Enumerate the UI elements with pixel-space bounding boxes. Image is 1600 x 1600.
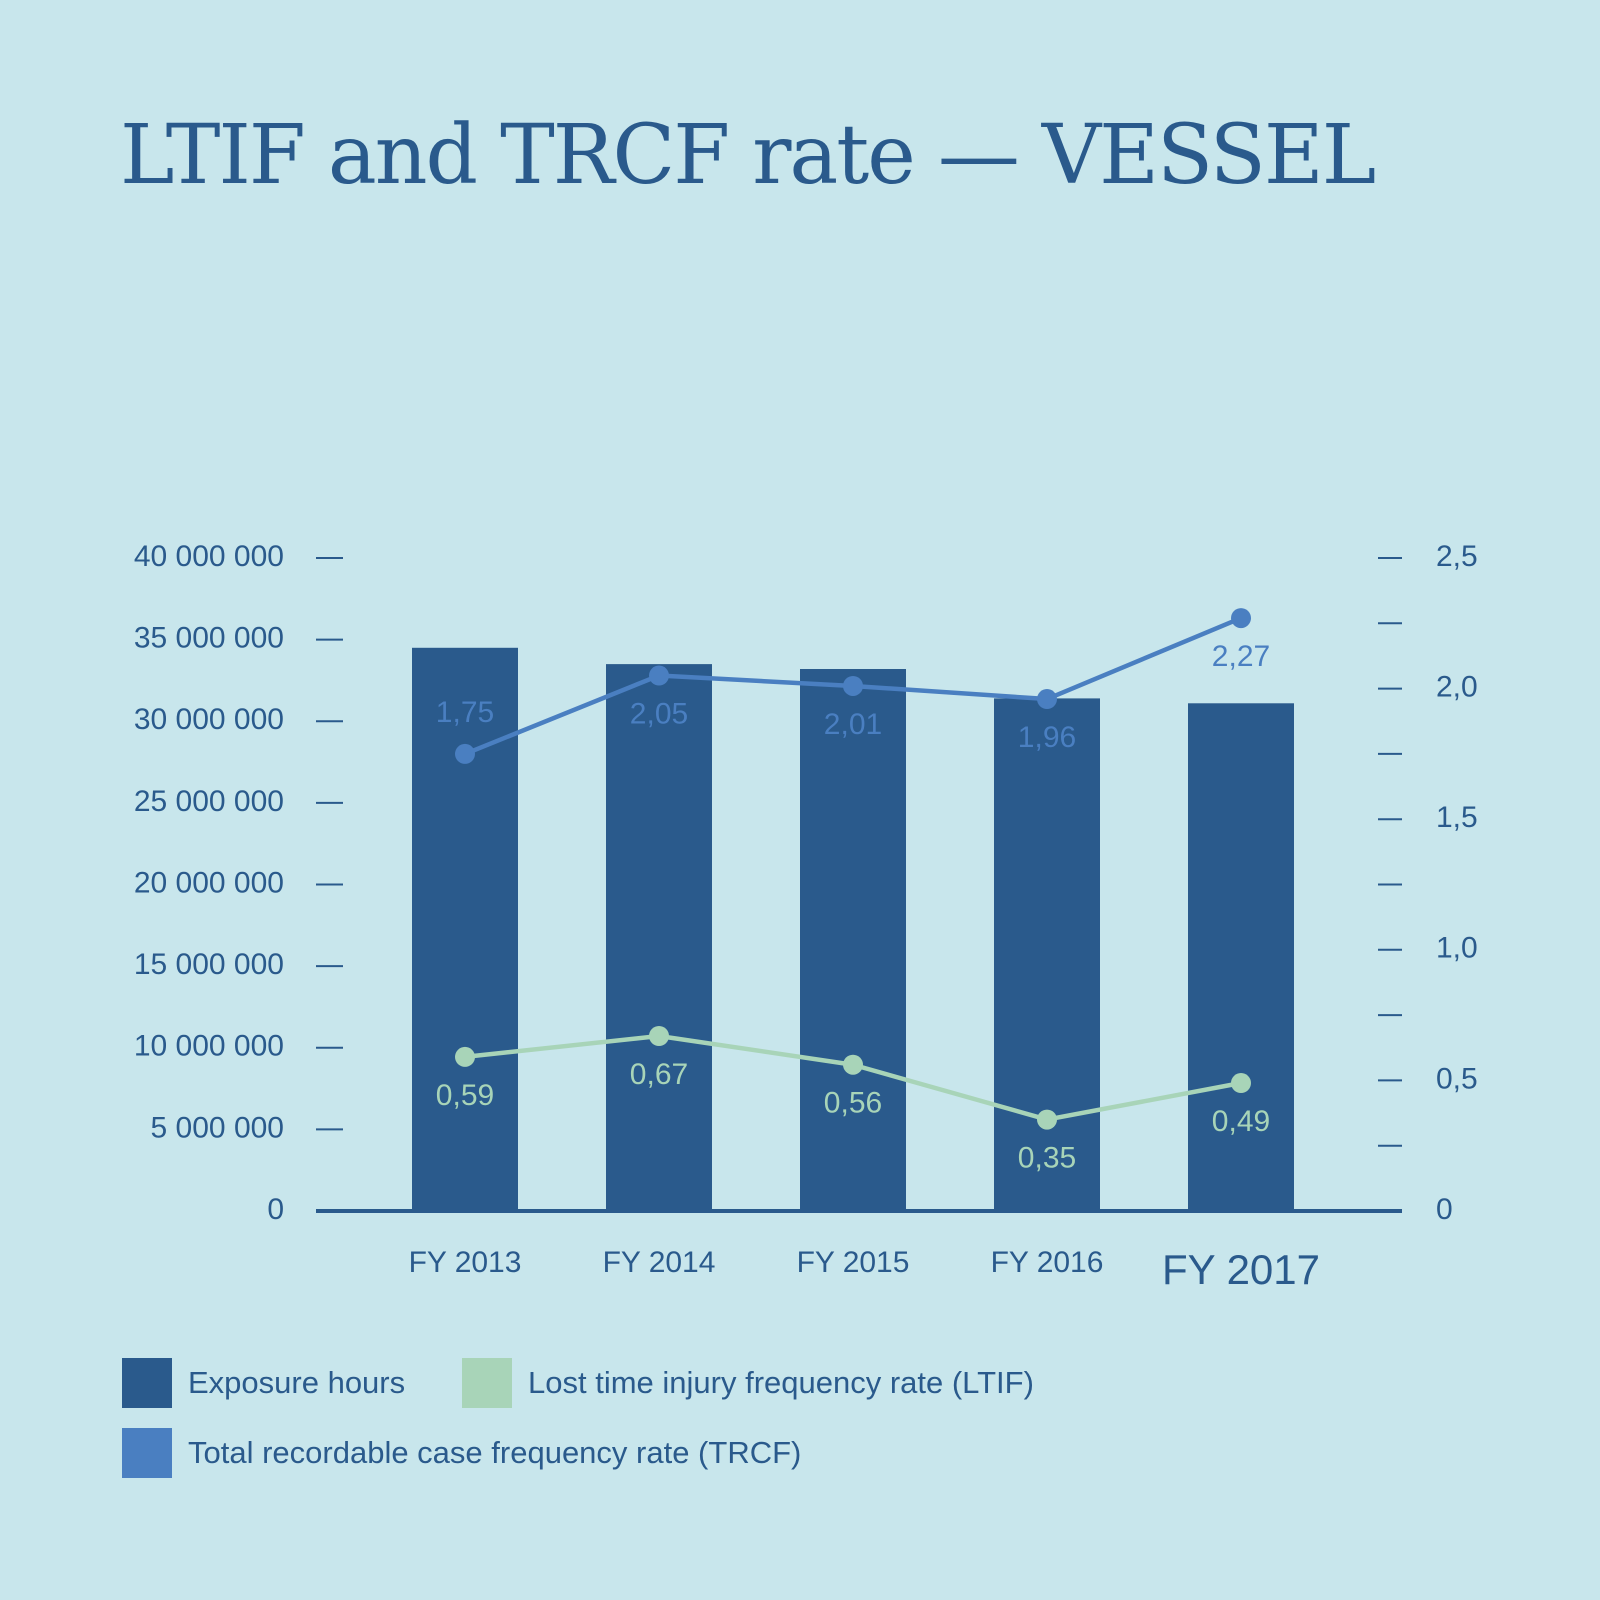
x-axis-category-label: FY 2017 xyxy=(1162,1246,1320,1293)
left-axis-tick-label: 35 000 000 xyxy=(134,622,284,655)
left-axis-tick-label: 0 xyxy=(267,1193,284,1226)
data-label-trcf: 1,96 xyxy=(1018,721,1076,754)
x-axis-category-label: FY 2015 xyxy=(797,1246,910,1279)
point-trcf xyxy=(843,675,863,696)
left-axis-tick-label: 5 000 000 xyxy=(151,1111,284,1144)
bar-exposure-hours xyxy=(412,647,518,1211)
chart-title: LTIF and TRCF rate — VESSEL xyxy=(120,108,1376,203)
bar-exposure-hours xyxy=(1188,703,1294,1211)
data-label-trcf: 2,05 xyxy=(630,697,688,730)
legend-swatch-ltif xyxy=(462,1358,512,1408)
right-axis-tick-label: 1,0 xyxy=(1436,932,1478,965)
legend-swatch-exposure-hours xyxy=(122,1358,172,1408)
right-axis-tick-label: 0,5 xyxy=(1436,1062,1478,1095)
right-axis-tick-label: 2,0 xyxy=(1436,671,1478,704)
legend-item-exposure-hours: Exposure hours xyxy=(122,1358,405,1408)
data-label-ltif: 0,56 xyxy=(824,1087,882,1120)
point-ltif xyxy=(649,1025,669,1046)
point-ltif xyxy=(843,1054,863,1075)
data-label-ltif: 0,35 xyxy=(1018,1142,1076,1175)
legend-label-trcf: Total recordable case frequency rate (TR… xyxy=(188,1435,802,1470)
left-axis-tick-label: 10 000 000 xyxy=(134,1030,284,1063)
point-ltif xyxy=(1037,1109,1057,1130)
data-label-trcf: 2,01 xyxy=(824,708,882,741)
legend-item-trcf: Total recordable case frequency rate (TR… xyxy=(122,1428,801,1478)
left-axis-tick-label: 20 000 000 xyxy=(134,866,284,899)
bar-exposure-hours xyxy=(606,664,712,1211)
left-axis-tick-label: 25 000 000 xyxy=(134,785,284,818)
bar-exposure-hours xyxy=(800,669,906,1211)
data-label-trcf: 1,75 xyxy=(436,696,494,729)
data-label-ltif: 0,49 xyxy=(1212,1105,1270,1138)
point-trcf xyxy=(455,743,475,764)
right-axis-tick-label: 1,5 xyxy=(1436,801,1478,834)
data-label-ltif: 0,67 xyxy=(630,1058,688,1091)
left-axis-tick-label: 30 000 000 xyxy=(134,703,284,736)
point-ltif xyxy=(1231,1073,1251,1094)
point-trcf xyxy=(1231,608,1251,629)
legend-swatch-trcf xyxy=(122,1428,172,1478)
x-axis-category-label: FY 2016 xyxy=(991,1246,1104,1279)
point-trcf xyxy=(1037,689,1057,710)
data-label-trcf: 2,27 xyxy=(1212,640,1270,673)
bar-exposure-hours xyxy=(994,698,1100,1211)
right-axis-tick-label: 2,5 xyxy=(1436,540,1478,573)
legend-item-ltif: Lost time injury frequency rate (LTIF) xyxy=(462,1358,1034,1408)
point-trcf xyxy=(649,665,669,686)
x-axis-category-label: FY 2014 xyxy=(603,1246,716,1279)
x-axis-category-label: FY 2013 xyxy=(409,1246,522,1279)
point-ltif xyxy=(455,1046,475,1067)
data-label-ltif: 0,59 xyxy=(436,1079,494,1112)
left-axis-tick-label: 40 000 000 xyxy=(134,540,284,573)
right-axis-tick-label: 0 xyxy=(1436,1193,1453,1226)
left-axis-tick-label: 15 000 000 xyxy=(134,948,284,981)
legend-label-ltif: Lost time injury frequency rate (LTIF) xyxy=(528,1365,1034,1400)
legend-label-exposure-hours: Exposure hours xyxy=(188,1365,406,1400)
